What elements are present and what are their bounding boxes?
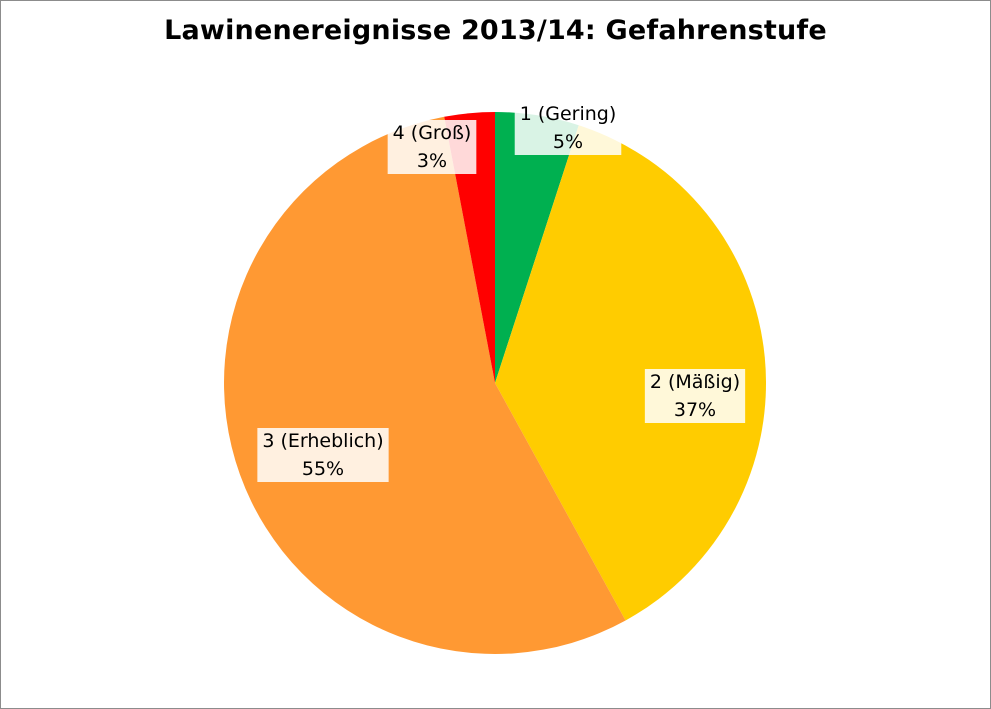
slice-percent-label: 55% — [302, 458, 344, 480]
slice-label-3: 3 (Erheblich) 55% — [257, 428, 389, 482]
slice-percent-label: 5% — [553, 131, 583, 153]
pie-slices — [224, 112, 767, 654]
pie-labels: 1 (Gering) 5% 2 (Mäßig) 37% 3 (Erheblich) 55%… — [257, 101, 746, 482]
slice-percent-label: 3% — [417, 150, 447, 172]
pie-slice-4 — [444, 112, 495, 383]
pie-slice-2 — [495, 125, 767, 621]
slice-percent-label: 37% — [674, 399, 716, 421]
slice-label-1: 1 (Gering) 5% — [514, 101, 622, 155]
slice-label-4: 4 (Groß) 3% — [387, 120, 477, 174]
slice-label-background — [514, 101, 622, 155]
slice-label-2: 2 (Mäßig) 37% — [644, 369, 746, 423]
slice-label-background — [387, 120, 477, 174]
pie-slice-3 — [224, 116, 626, 654]
slice-category-label: 1 (Gering) — [520, 103, 617, 125]
slice-category-label: 4 (Groß) — [393, 122, 472, 144]
chart-title: Lawinenereignisse 2013/14: Gefahrenstufe — [164, 15, 827, 46]
pie-slice-1 — [495, 112, 579, 383]
slice-category-label: 2 (Mäßig) — [650, 371, 740, 393]
slice-category-label: 3 (Erheblich) — [262, 430, 383, 452]
slice-label-background — [257, 428, 389, 482]
slice-label-background — [644, 369, 746, 423]
